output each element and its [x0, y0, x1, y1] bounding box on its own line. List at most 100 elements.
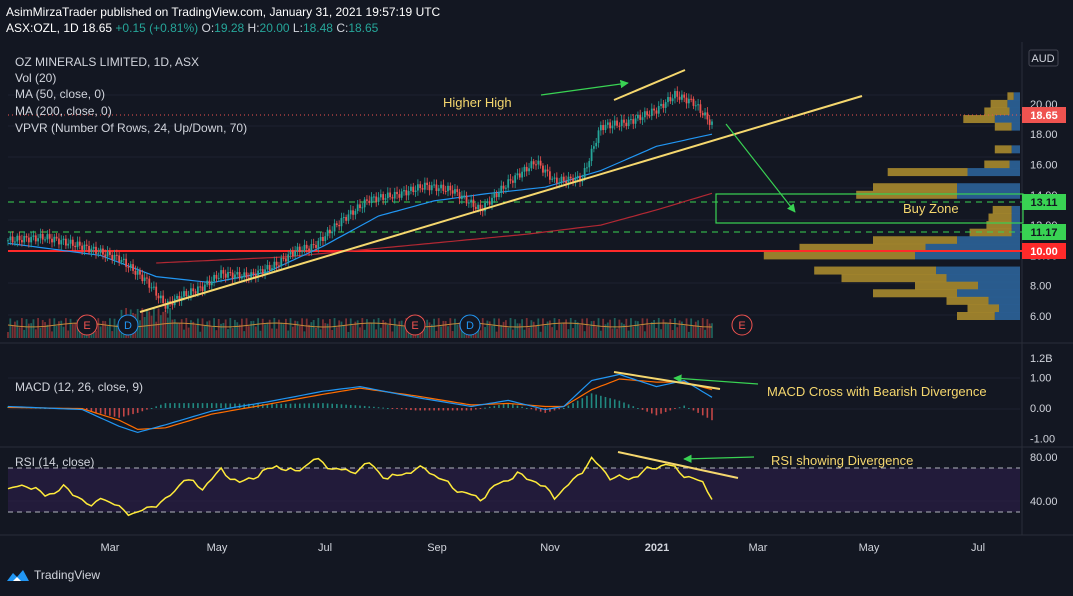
macd-histogram-bar: [586, 395, 588, 408]
macd-histogram-bar: [562, 408, 565, 409]
publisher-line: AsimMirzaTrader published on TradingView…: [6, 5, 440, 19]
candle-body: [328, 229, 331, 234]
volume-bar: [62, 326, 65, 338]
candle-body: [245, 272, 248, 278]
macd-histogram-bar: [600, 395, 602, 408]
candle-body: [708, 119, 711, 125]
macd-title[interactable]: MACD (12, 26, close, 9): [15, 380, 143, 394]
volume-bar: [180, 319, 183, 338]
earnings-marker[interactable]: [76, 314, 98, 336]
earnings-marker[interactable]: [404, 314, 426, 336]
candle-body: [60, 240, 63, 245]
volume-bar: [382, 320, 385, 338]
macd-histogram-bar: [354, 405, 357, 408]
macd-histogram-bar: [447, 408, 449, 411]
candle-body: [187, 295, 190, 297]
volume-bar: [11, 325, 14, 338]
candle-body: [62, 238, 65, 241]
candle-body: [655, 110, 658, 114]
volume-bar: [692, 325, 695, 338]
candle-body: [616, 120, 618, 126]
candle-body: [664, 102, 667, 108]
vpvr-down-bar: [994, 115, 1020, 124]
candle-body: [588, 161, 591, 168]
volume-bar: [606, 322, 609, 338]
volume-bar: [493, 318, 496, 338]
macd-histogram-bar: [521, 406, 523, 408]
vpvr-up-bar: [763, 251, 915, 260]
volume-bar: [9, 318, 12, 338]
macd-histogram-bar: [90, 408, 93, 412]
volume-bar: [44, 322, 46, 338]
volume-bar: [613, 318, 616, 338]
dividend-marker[interactable]: [117, 314, 139, 336]
vpvr-down-bar: [1011, 122, 1020, 131]
legend-vpvr[interactable]: VPVR (Number Of Rows, 24, Up/Down, 70): [15, 121, 247, 135]
volume-bar: [296, 321, 299, 338]
macd-histogram-bar: [322, 403, 324, 408]
volume-bar: [247, 326, 250, 338]
volume-bar: [23, 329, 26, 338]
volume-bar: [588, 326, 591, 338]
macd-line: [7, 373, 713, 434]
dividend-marker[interactable]: [459, 314, 481, 336]
volume-bar: [298, 325, 301, 338]
volume-bar: [349, 318, 352, 338]
macd-histogram-bar: [576, 400, 579, 408]
candle-body: [447, 185, 449, 192]
macd-histogram-bar: [433, 408, 435, 411]
earnings-marker[interactable]: [731, 314, 753, 336]
volume-bar: [495, 331, 498, 338]
earnings-markers: E D E D E: [76, 314, 753, 336]
macd-histogram-bar: [215, 403, 218, 408]
volume-bar: [657, 318, 660, 338]
candle-body: [451, 190, 454, 194]
candle-body: [613, 120, 616, 126]
candle-body: [338, 224, 341, 227]
volume-bar: [275, 328, 278, 338]
volume-bar: [653, 319, 656, 338]
candle-body: [349, 210, 352, 215]
legend-ma200[interactable]: MA (200, close, 0): [15, 104, 112, 118]
candle-body: [224, 273, 227, 278]
vpvr-profile: [763, 92, 1020, 320]
volume-bar: [655, 327, 658, 338]
legend-vol[interactable]: Vol (20): [15, 71, 56, 85]
volume-bar: [347, 331, 350, 338]
volume-bar: [627, 330, 630, 338]
volume-bar: [379, 327, 382, 338]
volume-bar: [102, 320, 104, 338]
volume-bar: [532, 321, 535, 338]
macd-histogram-bar: [201, 403, 204, 408]
chart-area[interactable]: Buy Zone Higher High E D E D E MACD Cros…: [0, 42, 1073, 560]
volume-bar: [511, 329, 514, 338]
macd-histogram-bar: [271, 404, 273, 408]
candle-body: [58, 238, 60, 245]
volume-bar: [708, 323, 711, 338]
candle-body: [572, 178, 574, 183]
volume-bar: [481, 318, 484, 338]
currency-box[interactable]: [1028, 49, 1059, 67]
rsi-note-label: RSI showing Divergence: [771, 453, 913, 468]
time-axis[interactable]: Mar May Jul Sep Nov 2021 Mar May Jul: [101, 542, 986, 554]
volume-bar: [683, 325, 686, 338]
candle-body: [20, 240, 23, 243]
candle-body: [669, 97, 672, 102]
macd-histogram-bar: [266, 404, 269, 408]
candle-body: [30, 236, 33, 243]
macd-histogram-bar: [303, 403, 306, 408]
candle-body: [553, 177, 556, 179]
volume-bar: [305, 318, 308, 338]
volume-bar: [46, 324, 49, 338]
candle-body: [435, 184, 438, 192]
volume-bar: [317, 318, 320, 338]
legend-ma50[interactable]: MA (50, close, 0): [15, 87, 105, 101]
volume-bar: [227, 329, 229, 338]
candle-body: [671, 98, 674, 102]
candle-body: [685, 97, 688, 104]
macd-histogram-bar: [122, 408, 125, 417]
volume-bar: [278, 319, 280, 338]
volume-bar: [328, 319, 331, 338]
rsi-title[interactable]: RSI (14, close): [15, 455, 94, 469]
macd-histogram: [7, 393, 713, 421]
